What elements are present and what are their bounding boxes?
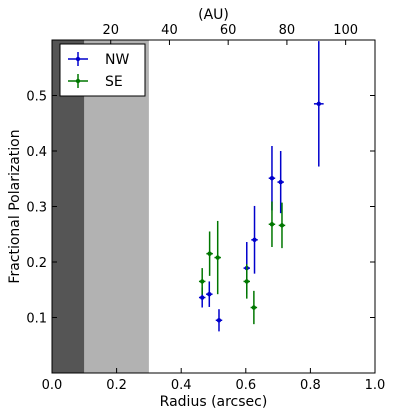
top-x-tick-label: 40 [161, 23, 178, 38]
y-tick-label: 0.2 [26, 256, 47, 271]
y-tick-label: 0.1 [26, 312, 47, 327]
legend-label: SE [105, 74, 123, 90]
top-x-tick-label: 60 [220, 23, 237, 38]
data-point-nw [313, 41, 324, 167]
data-marker [244, 279, 249, 284]
data-point-se [214, 220, 221, 295]
data-marker [252, 237, 257, 242]
axis-ticks: 0.0 0.2 0.4 0.6 0.8 1.0 0.1 0.2 0.3 0.4 0.5 20 40 60 8… [26, 23, 385, 393]
data-marker [216, 318, 222, 323]
data-marker [269, 175, 275, 181]
legend-entry-se: SE [68, 74, 123, 90]
legend-marker-dot [75, 56, 81, 62]
y-tick-label: 0.3 [26, 201, 47, 216]
data-point-se [268, 201, 276, 248]
data-point-nw [251, 205, 258, 274]
data-point-se [206, 231, 213, 276]
data-marker [278, 179, 283, 185]
data-point-se [250, 290, 258, 325]
top-x-tick-label: 80 [279, 23, 296, 38]
data-marker [199, 295, 205, 300]
top-x-axis-label: (AU) [198, 7, 229, 23]
y-tick-label: 0.5 [26, 90, 47, 105]
legend-box [59, 43, 146, 97]
x-tick-label: 1.0 [365, 378, 386, 393]
x-tick-label: 0.6 [235, 378, 256, 393]
data-marker [269, 222, 275, 227]
data-marker [215, 255, 220, 260]
x-axis-label: Radius (arcsec) [160, 394, 268, 410]
data-point-nw [215, 309, 223, 332]
x-tick-label: 0.4 [171, 378, 192, 393]
y-axis-label: Fractional Polarization [7, 129, 23, 283]
data-marker [207, 291, 212, 297]
data-point-se [243, 264, 250, 299]
data-marker [207, 251, 212, 256]
top-x-tick-label: 100 [333, 23, 358, 38]
legend-label: NW [105, 52, 129, 68]
x-tick-label: 0.0 [42, 378, 63, 393]
legend: NW SE [59, 43, 146, 97]
data-marker [279, 223, 285, 228]
data-marker [316, 101, 321, 107]
top-x-tick-label: 20 [102, 23, 119, 38]
x-tick-label: 0.2 [106, 378, 127, 393]
data-series [198, 41, 324, 332]
legend-entry-nw: NW [68, 52, 129, 68]
data-marker [199, 279, 205, 284]
data-point-se [278, 202, 286, 249]
data-point-se [198, 268, 206, 295]
x-tick-label: 0.8 [300, 378, 321, 393]
data-marker [251, 305, 257, 310]
data-point-nw [268, 146, 276, 211]
y-tick-label: 0.4 [26, 145, 47, 160]
data-point-nw [206, 281, 213, 307]
series-se [198, 201, 286, 325]
legend-marker-dot [75, 78, 81, 84]
data-point-nw [277, 151, 284, 214]
